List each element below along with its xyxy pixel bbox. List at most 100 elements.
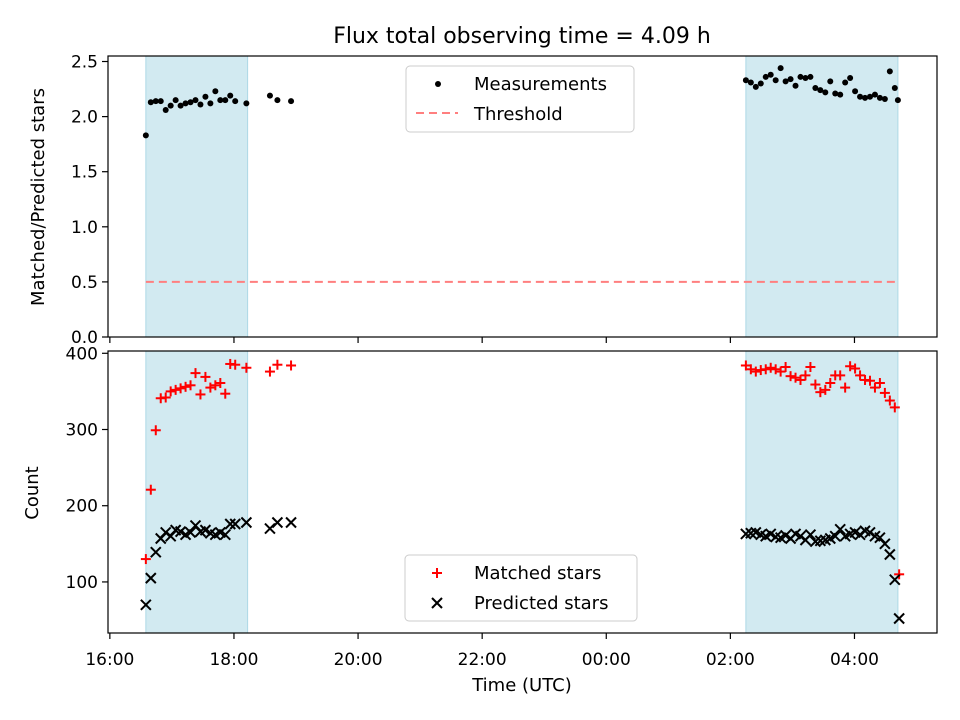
measurement-point [157, 98, 164, 105]
matched-star-point [230, 359, 241, 370]
predicted-star-point [829, 530, 841, 542]
top-legend-box [405, 65, 635, 133]
measurement-point [147, 99, 154, 106]
measurement-point [886, 68, 893, 75]
measurement-point [227, 92, 234, 99]
measurement-point [827, 78, 834, 85]
matched-star-point [889, 402, 900, 413]
matched-star-point [825, 378, 836, 389]
predicted-stars-series [140, 516, 905, 625]
figure-title: Flux total observing time = 4.09 h [333, 24, 711, 49]
measurement-point [266, 92, 273, 99]
measurement-point [274, 97, 281, 104]
measurement-point [862, 94, 869, 101]
matched-star-point [864, 375, 875, 386]
measurement-point [842, 79, 849, 86]
measurement-point [802, 75, 809, 82]
top-y-tick-label: 2.0 [71, 108, 98, 128]
measurement-point [243, 100, 250, 107]
measurement-point [222, 97, 229, 104]
x-axis-label: Time (UTC) [471, 675, 572, 696]
matched-star-point [175, 383, 186, 394]
matched-star-point [850, 363, 861, 374]
matched-star-point [195, 389, 206, 400]
matched-star-point [845, 361, 856, 372]
matched-star-point [869, 382, 880, 393]
measurement-point [876, 94, 883, 101]
measurement-point [762, 73, 769, 80]
legend-measurements-label: Measurements [474, 74, 607, 95]
measurement-point [832, 90, 839, 97]
predicted-star-point [150, 546, 162, 558]
bottom-panel: 100 200 300 400 16:00 18:00 20:00 22:00 00:00 02… [22, 344, 938, 696]
matched-star-point [220, 388, 231, 399]
predicted-star-point [140, 599, 152, 611]
bottom-y-axis-label: Count [22, 466, 43, 519]
matched-star-point [185, 380, 196, 391]
matched-star-point [884, 395, 895, 406]
bottom-legend: Matched stars Predicted stars [404, 554, 638, 622]
measurement-point [192, 97, 199, 104]
measurement-point [197, 101, 204, 108]
measurement-point [177, 102, 184, 109]
measurement-point [881, 95, 888, 102]
legend-threshold-label: Threshold [473, 104, 563, 125]
matched-star-point [760, 364, 771, 375]
measurement-point [871, 91, 878, 98]
matched-star-point [780, 362, 791, 373]
predicted-star-point [804, 528, 817, 541]
measurement-point [772, 77, 779, 84]
x-tick-label: 04:00 [830, 650, 879, 670]
measurement-point [172, 97, 179, 104]
matched-star-point [820, 384, 831, 395]
matched-star-point [272, 359, 283, 370]
matched-star-point [140, 554, 151, 565]
top-x-ticks [109, 337, 856, 343]
top-y-tick-label: 2.5 [71, 53, 98, 73]
top-shaded-interval [745, 55, 899, 338]
matched-star-point [190, 368, 201, 379]
matched-star-point [745, 364, 756, 375]
top-legend: Measurements Threshold [405, 65, 635, 133]
matched-star-point [205, 382, 216, 393]
measurement-point [152, 98, 159, 105]
matched-star-point [241, 362, 252, 373]
predicted-star-point [271, 516, 284, 529]
measurement-point [787, 76, 794, 83]
matched-star-point [805, 362, 816, 373]
measurement-point [857, 93, 864, 100]
measurement-point [167, 102, 174, 109]
matched-star-point [795, 374, 806, 385]
predicted-star-point [285, 516, 297, 529]
top-y-tick-label: 0.5 [71, 273, 98, 293]
x-tick-label: 20:00 [334, 650, 383, 670]
bottom-y-ticks: 100 200 300 400 [66, 344, 108, 593]
measurement-point [777, 65, 784, 72]
matched-stars-series [140, 358, 905, 580]
top-y-tick-label: 0.0 [71, 328, 98, 348]
x-tick-label: 02:00 [706, 650, 755, 670]
measurement-point [757, 80, 764, 87]
matched-star-point [810, 379, 821, 390]
matched-star-point [765, 362, 776, 373]
bottom-y-tick-label: 300 [66, 421, 98, 441]
matched-star-point [770, 364, 781, 375]
bottom-axes-frame [107, 350, 938, 634]
top-shaded-intervals [145, 55, 899, 338]
measurement-point [837, 91, 844, 98]
matched-star-point [200, 371, 211, 382]
top-y-axis-label: Matched/Predicted stars [28, 88, 49, 306]
measurement-point [866, 93, 873, 100]
measurement-point [812, 84, 819, 91]
matched-star-point [145, 484, 156, 495]
matched-star-point [170, 384, 181, 395]
measurement-point [767, 71, 774, 78]
predicted-star-point [219, 528, 231, 541]
matched-star-point [879, 387, 890, 398]
matched-star-point [855, 370, 866, 381]
legend-predicted-label: Predicted stars [474, 593, 608, 614]
predicted-star-point [884, 548, 896, 561]
measurement-point [782, 78, 789, 85]
matched-star-point [790, 372, 801, 383]
predicted-star-point [224, 518, 236, 530]
